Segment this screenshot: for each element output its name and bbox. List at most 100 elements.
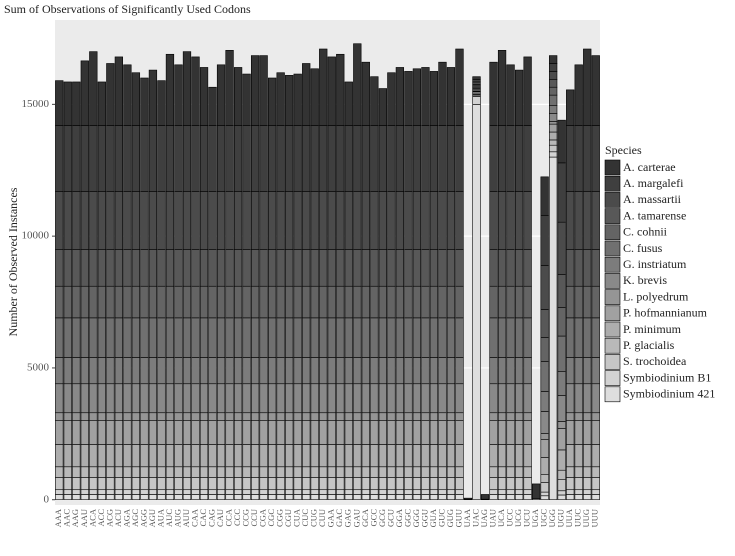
bar-segment xyxy=(574,249,583,287)
bar-segment xyxy=(250,412,260,421)
bar-segment xyxy=(293,477,302,491)
bar-segment xyxy=(259,420,268,445)
bar-segment xyxy=(302,412,311,421)
x-tick-label: CGC xyxy=(266,509,276,527)
bar-segment xyxy=(285,249,294,287)
bar-segment xyxy=(165,357,175,385)
bar-segment xyxy=(140,477,149,491)
bar-segment xyxy=(302,285,311,319)
bar-segment xyxy=(438,357,447,385)
bar-segment xyxy=(523,125,532,192)
bar-segment xyxy=(353,466,362,478)
bar-segment xyxy=(106,412,115,421)
bar-segment xyxy=(310,444,319,468)
bar-segment xyxy=(591,285,600,319)
bar-segment xyxy=(523,466,532,478)
bar-segment xyxy=(148,420,158,445)
bar-segment xyxy=(268,420,277,445)
bar-segment xyxy=(72,285,81,319)
bar-segment xyxy=(63,494,72,501)
bar-segment xyxy=(225,50,234,126)
bar-segment xyxy=(225,420,234,445)
x-tick-label: GAU xyxy=(351,509,361,527)
bar-segment xyxy=(106,477,115,491)
chart-title: Sum of Observations of Significantly Use… xyxy=(4,2,251,16)
bar-segment xyxy=(421,191,430,250)
bar-segment xyxy=(540,309,549,338)
bar-segment xyxy=(72,357,81,385)
bar-segment xyxy=(114,317,123,358)
bar-segment xyxy=(182,466,192,478)
bar-segment xyxy=(63,466,72,478)
bar-segment xyxy=(489,477,498,491)
bar-segment xyxy=(319,383,328,414)
bar-segment xyxy=(336,420,345,445)
bar-segment xyxy=(208,489,217,495)
bar-segment xyxy=(310,317,319,358)
bar-segment xyxy=(336,494,345,501)
bar-segment xyxy=(233,494,243,501)
x-tick-label: GGA xyxy=(394,508,404,527)
x-tick-label: GGG xyxy=(411,509,421,527)
bar-segment xyxy=(63,81,72,126)
bar-segment xyxy=(310,285,319,319)
bar-segment xyxy=(191,56,200,126)
bar-segment xyxy=(549,113,558,122)
bar-segment xyxy=(268,444,277,468)
bar-segment xyxy=(387,357,396,385)
bar-segment xyxy=(319,489,328,495)
bar-segment xyxy=(395,317,405,358)
bar-segment xyxy=(540,474,549,483)
bar-segment xyxy=(63,317,72,358)
bar-segment xyxy=(191,494,200,501)
bar-segment xyxy=(97,191,106,250)
bar-segment xyxy=(378,285,387,319)
bar-segment xyxy=(148,412,158,421)
bar-segment xyxy=(276,285,285,319)
bar-segment xyxy=(361,494,370,501)
bar-segment xyxy=(327,317,336,358)
bar-segment xyxy=(157,412,166,421)
bar-segment xyxy=(276,477,285,491)
bar-segment xyxy=(165,191,175,250)
bar-segment xyxy=(199,249,209,287)
x-tick-label: CUU xyxy=(317,509,327,527)
x-tick-label: AGC xyxy=(130,509,140,527)
legend-label: Symbiodinium B1 xyxy=(623,370,711,384)
bar-segment xyxy=(72,383,81,414)
bar-segment xyxy=(310,420,319,445)
x-tick-label: CGA xyxy=(258,508,268,527)
bar-segment xyxy=(97,477,106,491)
bar-segment xyxy=(336,249,345,287)
bar-segment xyxy=(148,125,158,192)
bar-segment xyxy=(549,55,558,64)
bar-segment xyxy=(293,317,302,358)
bar-segment xyxy=(489,357,498,385)
bar-segment xyxy=(276,466,285,478)
bar-segment xyxy=(438,489,447,495)
bar-segment xyxy=(89,191,98,250)
bar-segment xyxy=(387,466,396,478)
bar-segment xyxy=(370,191,379,250)
bar-segment xyxy=(583,489,592,495)
bar-segment xyxy=(446,125,456,192)
bar-segment xyxy=(302,125,311,192)
bar-segment xyxy=(157,191,166,250)
bar-segment xyxy=(506,191,515,250)
bar-segment xyxy=(438,466,447,478)
bar-segment xyxy=(574,125,583,192)
bar-segment xyxy=(242,383,251,414)
bar-segment xyxy=(344,412,353,421)
bar-segment xyxy=(438,477,447,491)
bar-segment xyxy=(370,357,379,385)
bar-segment xyxy=(523,317,532,358)
bar-segment xyxy=(302,317,311,358)
bar-segment xyxy=(489,317,498,358)
bar-segment xyxy=(446,191,456,250)
bar-segment xyxy=(97,466,106,478)
bar-segment xyxy=(395,444,405,468)
bar-segment xyxy=(72,191,81,250)
bar-segment xyxy=(574,285,583,319)
bar-segment xyxy=(327,420,336,445)
bar-segment xyxy=(557,162,566,223)
